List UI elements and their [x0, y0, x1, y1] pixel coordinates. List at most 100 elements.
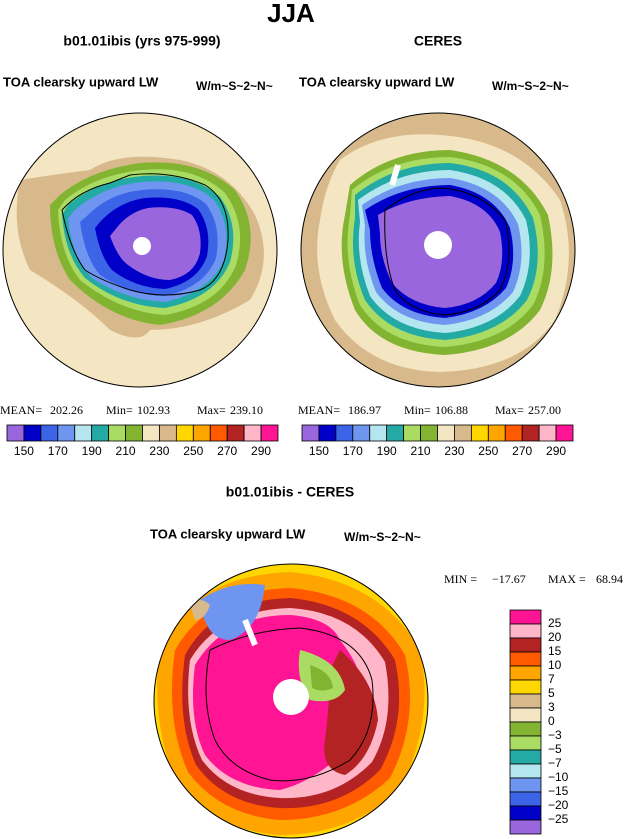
colorbar-label: 15 [548, 644, 562, 658]
colorbar-box [521, 424, 540, 442]
colorbar-box [509, 637, 542, 653]
map-border [300, 112, 576, 388]
stat-value: 202.26 [50, 403, 83, 417]
colorbar-box [454, 424, 472, 442]
stat-label: MIN = [444, 572, 477, 586]
colorbar-box [538, 424, 557, 442]
colorbar-box [40, 424, 59, 442]
colorbar-box [369, 424, 388, 442]
colorbar-label: 150 [309, 444, 329, 458]
stat-value: 186.97 [348, 403, 381, 417]
colorbar-box [509, 721, 542, 737]
map [3, 113, 277, 387]
stat-label: MAX = [548, 572, 586, 586]
stat-label: Min= [106, 403, 133, 417]
colorbar-label: −3 [548, 728, 562, 742]
colorbar-box [420, 424, 438, 442]
stats-line: MIN = −17.67 MAX = 68.94 [444, 572, 623, 586]
colorbar-box [226, 424, 245, 442]
map-border [2, 112, 278, 388]
colorbar-box [509, 623, 542, 639]
colorbar-box [509, 791, 542, 807]
colorbar-label: 170 [343, 444, 363, 458]
colorbar-box [159, 424, 177, 442]
map-border [153, 563, 429, 839]
variable-label: TOA clearsky upward LW [150, 526, 306, 541]
colorbar-box [243, 424, 262, 442]
colorbar-box [318, 424, 337, 442]
colorbar-box [470, 424, 489, 442]
colorbar-label: 250 [478, 444, 498, 458]
figure-title: JJA [267, 0, 315, 28]
colorbar-label: −10 [548, 770, 569, 784]
colorbar-box [175, 424, 194, 442]
colorbar-label: 10 [548, 658, 562, 672]
colorbar-label: −7 [548, 756, 562, 770]
colorbar-box [108, 424, 126, 442]
colorbar-label: 250 [183, 444, 203, 458]
colorbar-box [509, 735, 542, 751]
stat-label: MEAN= [298, 403, 340, 417]
colorbar-label: 190 [82, 444, 102, 458]
stat-label: Min= [404, 403, 431, 417]
panel-title: b01.01ibis (yrs 975-999) [63, 33, 220, 49]
stat-label: MEAN= [0, 403, 42, 417]
colorbar-box [260, 424, 279, 442]
colorbar-label: 190 [377, 444, 397, 458]
colorbar-box [125, 424, 143, 442]
colorbar-label: 270 [217, 444, 237, 458]
colorbar-box [509, 777, 542, 793]
stat-value: 68.94 [596, 572, 623, 586]
colorbar-label: 20 [548, 630, 562, 644]
variable-label: TOA clearsky upward LW [3, 74, 159, 89]
units-label: W/m~S~2~N~ [492, 79, 569, 93]
colorbar-box [386, 424, 405, 442]
units-label: W/m~S~2~N~ [196, 79, 273, 93]
colorbar-label: 290 [546, 444, 566, 458]
colorbar-box [74, 424, 93, 442]
colorbar-box [509, 763, 542, 779]
map [154, 564, 428, 838]
colorbar-label: 230 [444, 444, 464, 458]
stat-value: −17.67 [492, 572, 526, 586]
colorbar-box [57, 424, 76, 442]
colorbar-box [509, 609, 542, 625]
variable-label: TOA clearsky upward LW [299, 74, 455, 89]
colorbar-box [91, 424, 110, 442]
colorbar-box [509, 749, 542, 765]
colorbar-box [403, 424, 421, 442]
colorbar-label: 7 [548, 672, 555, 686]
colorbar-box [301, 424, 320, 442]
colorbar-box [509, 819, 542, 835]
stat-value: 106.88 [435, 403, 468, 417]
colorbar-box [142, 424, 160, 442]
colorbar-box [6, 424, 25, 442]
colorbars: 150 170 190 210 230 250 270 290 150 170 190 210 230 2… [6, 424, 574, 458]
colorbar-box [504, 424, 523, 442]
stat-value: 102.93 [137, 403, 170, 417]
colorbar-box [509, 805, 542, 821]
colorbar-box [509, 679, 542, 695]
colorbar-box [509, 693, 542, 709]
stats-line: MEAN= 186.97 Min= 106.88 Max= 257.00 [298, 403, 561, 417]
colorbar-label: −15 [548, 784, 569, 798]
colorbar-label: 3 [548, 700, 555, 714]
colorbar-label: 150 [14, 444, 34, 458]
colorbar-box [23, 424, 42, 442]
colorbar-box [209, 424, 228, 442]
colorbar-box [509, 651, 542, 667]
stat-value: 257.00 [528, 403, 561, 417]
colorbar-box [509, 665, 542, 681]
colorbar-box [352, 424, 371, 442]
colorbar-label: 210 [116, 444, 136, 458]
colorbar-box [335, 424, 354, 442]
colorbar-label: 5 [548, 686, 555, 700]
colorbar-label: −20 [548, 798, 569, 812]
map [301, 113, 575, 387]
colorbar-label: 270 [512, 444, 532, 458]
colorbar-box [487, 424, 506, 442]
stat-label: Max= [495, 403, 524, 417]
colorbar-label: −5 [548, 742, 562, 756]
colorbar-box [437, 424, 455, 442]
